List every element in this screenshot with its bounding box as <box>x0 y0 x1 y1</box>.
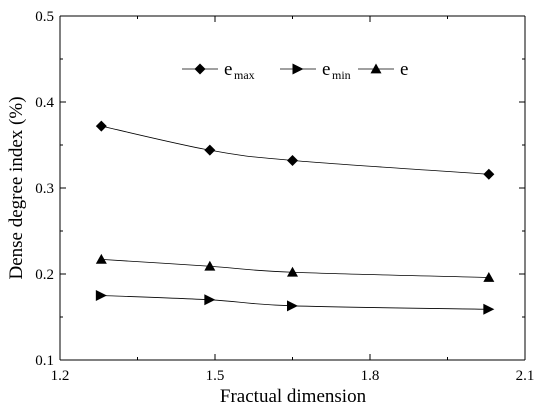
x-tick-label: 1.2 <box>51 368 70 384</box>
series-0 <box>95 120 495 180</box>
legend-marker <box>292 63 304 75</box>
y-tick-label: 0.1 <box>35 353 54 369</box>
data-point-marker <box>287 300 298 312</box>
data-point-marker <box>204 294 216 306</box>
series-layer <box>95 120 495 315</box>
legend: e max e min e <box>182 59 408 82</box>
x-tick-label: 2.1 <box>516 368 535 384</box>
legend-marker <box>370 63 382 74</box>
data-point-marker <box>204 260 216 271</box>
y-tick-label: 0.4 <box>35 95 54 111</box>
legend-label: e <box>224 59 232 80</box>
legend-label: e <box>322 59 330 80</box>
series-2 <box>95 253 495 282</box>
data-point-marker <box>483 303 495 315</box>
x-tick-label: 1.8 <box>361 368 380 384</box>
series-line <box>101 258 489 278</box>
legend-item: e max <box>182 59 255 82</box>
legend-label: e <box>400 59 408 80</box>
series-line <box>101 125 489 175</box>
legend-label-subscript: max <box>234 68 255 82</box>
series-line <box>101 295 489 310</box>
legend-label-subscript: min <box>332 68 351 82</box>
series-1 <box>95 290 495 315</box>
data-point-marker <box>483 168 495 180</box>
data-point-marker <box>287 154 298 166</box>
y-tick-label: 0.5 <box>35 9 54 25</box>
data-point-marker <box>95 253 107 264</box>
legend-item: e <box>358 59 408 80</box>
y-ticks: 0.1 0.2 0.3 0.4 0.5 <box>35 9 525 369</box>
data-point-marker <box>95 290 107 301</box>
data-point-marker <box>95 120 107 132</box>
legend-item: e min <box>280 59 351 82</box>
data-point-marker <box>204 144 216 156</box>
y-tick-label: 0.2 <box>35 267 54 283</box>
legend-marker <box>194 63 206 75</box>
x-axis-title: Fractual dimension <box>220 386 367 407</box>
data-point-marker <box>483 271 495 282</box>
y-tick-label: 0.3 <box>35 181 54 197</box>
y-axis-title: Dense degree index (%) <box>6 96 27 279</box>
data-point-marker <box>287 266 298 277</box>
x-ticks: 1.2 1.5 1.8 2.1 <box>51 16 535 384</box>
x-tick-label: 1.5 <box>206 368 225 384</box>
